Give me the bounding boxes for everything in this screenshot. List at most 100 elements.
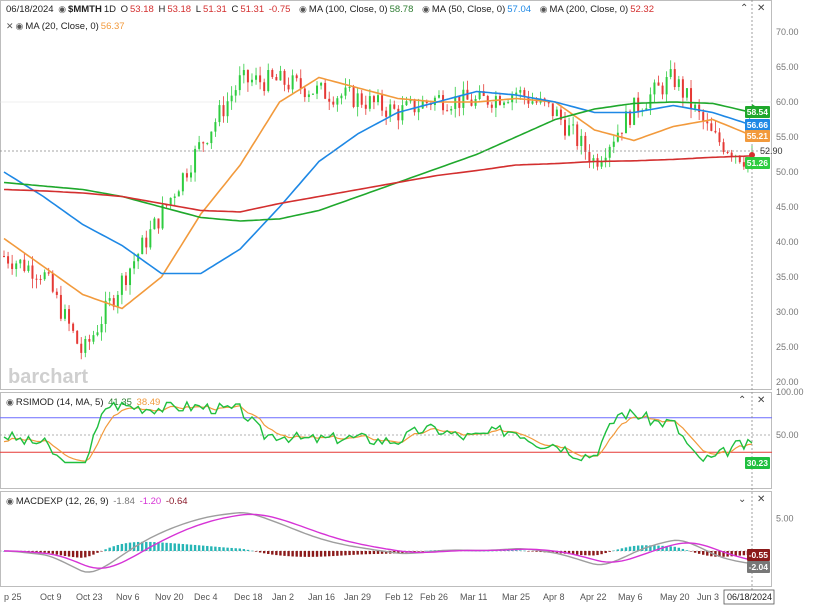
eye-icon[interactable]: ◉ <box>299 4 307 14</box>
candle-body <box>267 70 270 92</box>
time-tick-label: Feb 12 <box>385 592 413 602</box>
candle-body <box>340 95 343 99</box>
time-tick-label: p 25 <box>4 592 22 602</box>
candle-body <box>259 75 262 83</box>
ma50-badge: 56.66 <box>744 119 770 131</box>
eye-icon[interactable]: ◉ <box>6 496 14 506</box>
time-tick-label: Dec 4 <box>194 592 218 602</box>
time-tick-label: Mar 11 <box>460 592 487 602</box>
eye-icon[interactable]: ◉ <box>6 397 14 407</box>
macd-hist-bar <box>372 551 376 555</box>
watermark-logo: barchart <box>8 366 88 388</box>
candle-body <box>624 111 627 134</box>
candle-body <box>381 95 384 111</box>
macd-hist-bar <box>332 551 335 557</box>
collapse-icon[interactable]: ⌃ <box>740 3 749 14</box>
candle-body <box>210 131 213 144</box>
candle-body <box>96 332 99 336</box>
candle-body <box>246 70 249 83</box>
macd-hist-bar <box>352 551 355 555</box>
time-tick-label: Nov 20 <box>155 592 184 602</box>
macd-hist-bar <box>299 551 302 557</box>
candle-body <box>295 75 298 79</box>
ma20-badge: 55.21 <box>744 130 770 142</box>
macd-hist-bar <box>189 544 193 551</box>
eye-icon[interactable]: ◉ <box>58 4 67 14</box>
candle-body <box>271 70 274 78</box>
candle-body <box>43 272 46 280</box>
candle-body <box>364 104 367 109</box>
macd-hist-bar <box>571 551 575 555</box>
candle-body <box>100 323 103 333</box>
candle-body <box>307 94 310 98</box>
macd-hist-bar <box>84 551 87 558</box>
candle-body <box>576 124 579 147</box>
macd-hist-bar <box>120 543 124 551</box>
macd-hist-bar <box>193 544 197 551</box>
close-icon[interactable]: ✕ <box>6 21 14 31</box>
macd-hist-bar <box>673 546 676 551</box>
eye-icon[interactable]: ◉ <box>539 4 548 14</box>
macd-hist-bar <box>153 542 156 551</box>
candle-body <box>19 259 22 264</box>
close-icon[interactable]: ✕ <box>757 395 766 406</box>
candle-body <box>11 263 14 270</box>
candle-body <box>738 155 741 163</box>
macd-hist-bar <box>734 551 737 556</box>
macd-hist-bar <box>413 551 416 552</box>
candle-body <box>629 111 632 125</box>
macd-hist-bar <box>490 550 494 552</box>
candle-body <box>742 162 745 167</box>
macd-hist-bar <box>636 545 640 551</box>
candle-body <box>673 69 676 88</box>
close-icon[interactable]: ✕ <box>757 3 766 14</box>
macd-hist-bar <box>59 551 63 556</box>
moving-averages <box>3 76 753 310</box>
macd-hist-bar <box>323 551 327 557</box>
close-icon[interactable]: ✕ <box>757 494 766 505</box>
candle-body <box>23 259 26 271</box>
expand-icon[interactable]: ⌄ <box>738 494 747 505</box>
collapse-icon[interactable]: ⌃ <box>738 395 747 406</box>
macd-hist-bar <box>128 542 132 551</box>
macd-hist-bar <box>161 542 164 551</box>
rsi-ma-line <box>3 405 753 462</box>
macd-hist-bar <box>588 551 591 556</box>
macd-hist-bar <box>275 551 278 556</box>
macd-hist-bar <box>360 551 363 555</box>
candle-body <box>234 90 237 96</box>
candle-body <box>722 142 725 153</box>
candle-body <box>637 97 640 112</box>
candle-body <box>608 146 611 158</box>
macd-hist-bar <box>157 542 160 551</box>
candle-body <box>250 79 253 83</box>
macd-hist-bar <box>238 548 241 551</box>
price-tick-label: 45.00 <box>776 202 799 212</box>
candle-body <box>726 152 729 154</box>
candle-body <box>108 298 111 301</box>
eye-icon[interactable]: ◉ <box>15 21 24 31</box>
candle-body <box>7 256 10 264</box>
candle-body <box>173 196 176 198</box>
macd-hist-bar <box>165 542 168 551</box>
macd-hist-bar <box>714 551 717 557</box>
macd-hist-bar <box>344 551 347 556</box>
price-tick-label: 25.00 <box>776 342 799 352</box>
macd-hist-bar <box>181 544 185 551</box>
macd-hist-bar <box>596 551 599 556</box>
macd-hist-bar <box>502 550 506 551</box>
candle-body <box>665 77 668 95</box>
macd-hist-bar <box>271 551 274 555</box>
macd-hist-bar <box>592 551 595 556</box>
macd-hist-bar <box>311 551 315 557</box>
eye-icon[interactable]: ◉ <box>422 4 430 14</box>
macd-hist-bar <box>287 551 290 557</box>
candle-body <box>417 108 420 113</box>
macd-hist-bar <box>620 548 624 551</box>
candle-body <box>421 101 424 109</box>
macd-hist-bar <box>356 551 359 555</box>
candle-body <box>714 130 717 133</box>
macd-hist-bar <box>43 551 46 553</box>
crosshair-date-label: 06/18/2024 <box>727 592 772 602</box>
